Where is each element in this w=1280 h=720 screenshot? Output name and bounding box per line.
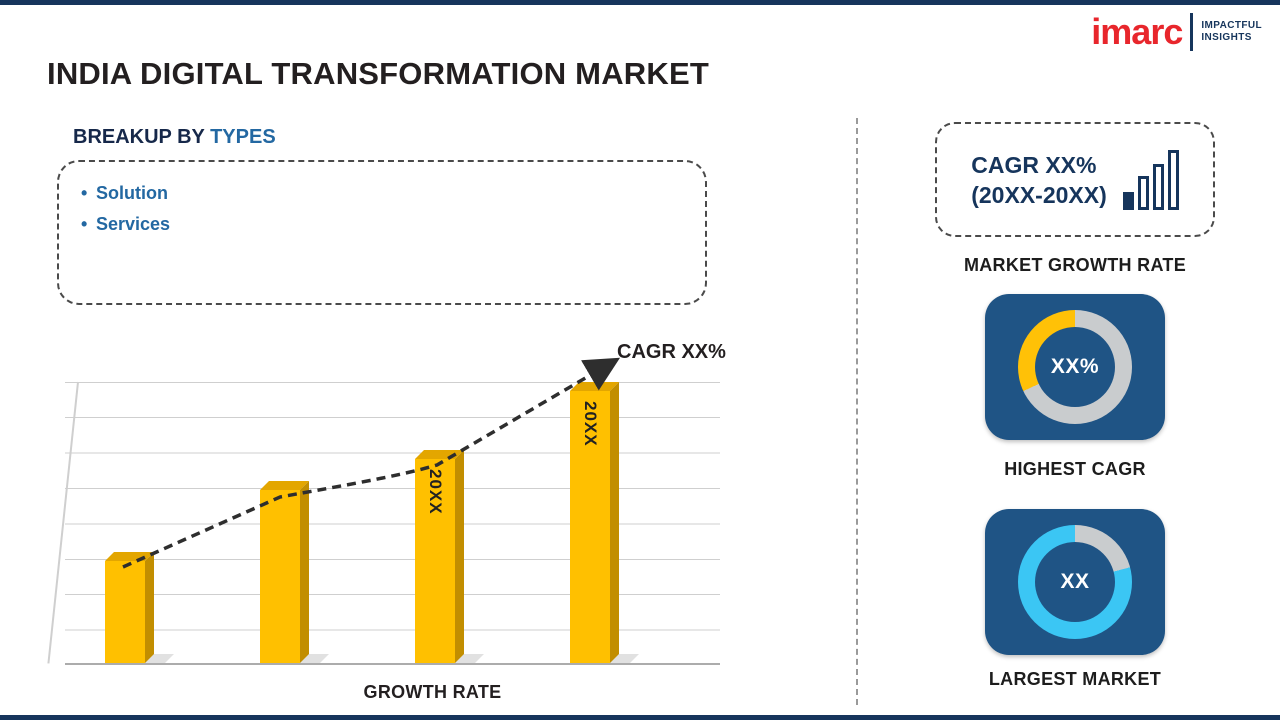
bar-chart-icon-bar	[1137, 175, 1149, 210]
vertical-dashed-divider	[856, 118, 858, 705]
chart-bar	[260, 490, 300, 663]
logo-divider	[1190, 13, 1194, 51]
list-item-label: Solution	[96, 183, 168, 203]
bar-chart-icon	[1122, 149, 1179, 210]
cagr-line1: CAGR XX%	[971, 151, 1097, 178]
bar-chart-icon-bar	[1152, 163, 1164, 210]
market-growth-rate-box: CAGR XX% (20XX-20XX)	[935, 122, 1215, 237]
bar-label: 20XX	[426, 469, 445, 515]
donut-hole: XX	[1035, 542, 1115, 622]
growth-rate-chart: 20XX 20XX CAGR XX% GROWTH RATE	[47, 335, 765, 710]
largest-market-tile: XX	[985, 509, 1165, 655]
bar-chart-icon-bar	[1167, 149, 1179, 210]
page-title: INDIA DIGITAL TRANSFORMATION MARKET	[47, 56, 709, 91]
list-item: Services	[81, 209, 705, 240]
chart-bar: 20XX	[415, 459, 455, 663]
logo-tagline-line2: INSIGHTS	[1201, 32, 1252, 43]
cagr-text: CAGR XX% (20XX-20XX)	[971, 150, 1107, 210]
bar-chart-icon-bar	[1122, 191, 1134, 210]
donut-hole: XX%	[1035, 327, 1115, 407]
highest-cagr-tile: XX%	[985, 294, 1165, 440]
chart-baseline	[65, 663, 720, 665]
bar-label: 20XX	[581, 401, 600, 447]
donut-chart-largest-market: XX	[1018, 525, 1132, 639]
chart-x-axis-label: GROWTH RATE	[363, 682, 502, 702]
chart-plot-area: 20XX 20XX	[47, 381, 720, 665]
donut-value: XX%	[1050, 355, 1100, 378]
types-list: Solution Services	[59, 178, 705, 240]
largest-market-label: LARGEST MARKET	[988, 669, 1162, 689]
chart-bar: 20XX	[570, 391, 610, 663]
donut-value: XX	[1060, 570, 1090, 593]
chart-depth-line	[47, 381, 79, 664]
logo-brand-text: imarc	[1091, 11, 1183, 52]
types-box: Solution Services	[57, 160, 707, 305]
market-growth-rate-label: MARKET GROWTH RATE	[963, 255, 1187, 275]
top-border	[0, 0, 1280, 5]
list-item: Solution	[81, 178, 705, 209]
breakup-heading-highlight: TYPES	[210, 126, 276, 148]
breakup-heading: BREAKUP BY TYPES	[73, 126, 276, 149]
chart-bar	[105, 561, 145, 663]
logo-tagline-line1: IMPACTFUL	[1201, 20, 1262, 31]
highest-cagr-label: HIGHEST CAGR	[1004, 459, 1146, 479]
donut-chart-highest-cagr: XX%	[1018, 310, 1132, 424]
list-item-label: Services	[96, 214, 171, 234]
breakup-heading-prefix: BREAKUP BY	[73, 126, 211, 148]
imarc-logo: imarc IMPACTFUL INSIGHTS	[1091, 13, 1262, 51]
bottom-border	[0, 715, 1280, 720]
trend-cagr-label: CAGR XX%	[617, 341, 726, 363]
cagr-line2: (20XX-20XX)	[971, 181, 1107, 208]
logo-tagline: IMPACTFUL INSIGHTS	[1201, 20, 1262, 44]
